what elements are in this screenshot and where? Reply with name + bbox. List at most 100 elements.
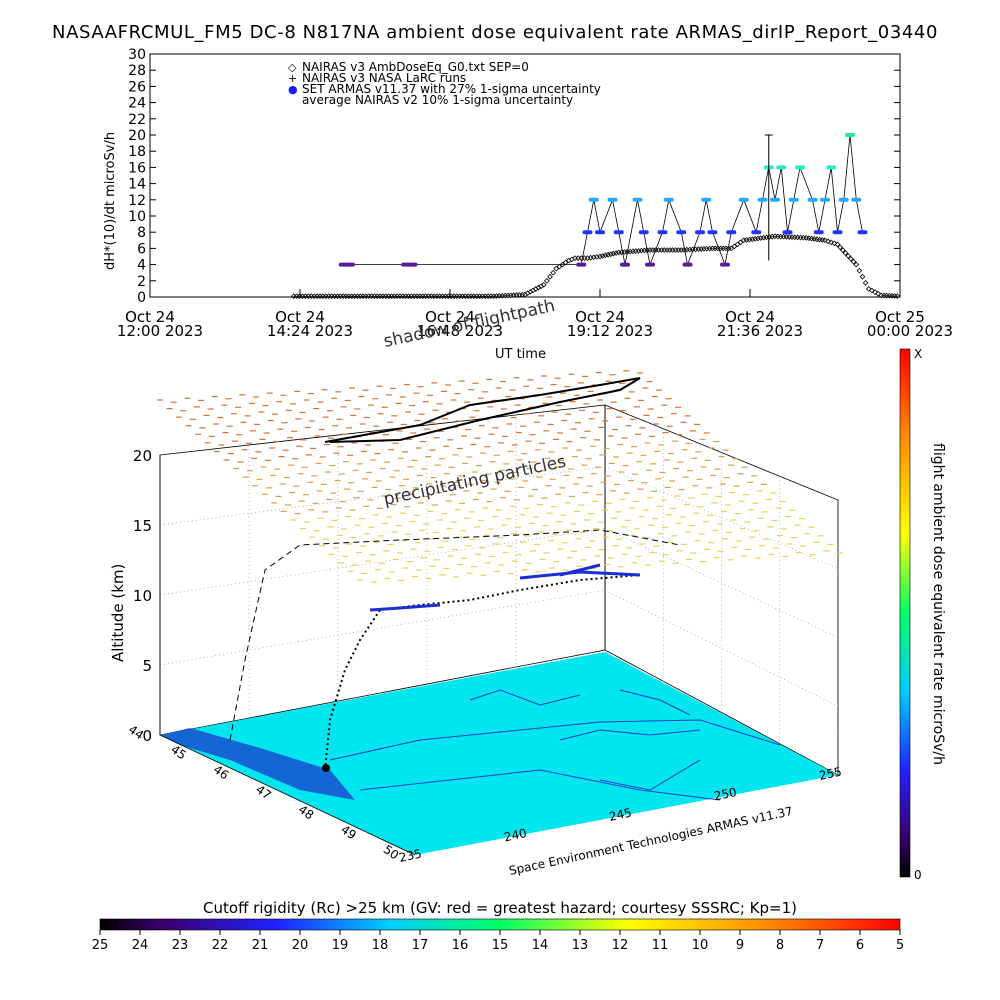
precipitating-particles <box>157 370 843 583</box>
armas-point <box>707 230 718 235</box>
altitude-tick-label: 5 <box>142 657 152 675</box>
x-tick-time: 21:36 2023 <box>717 322 803 340</box>
armas-point <box>613 230 624 235</box>
armas-point <box>345 262 355 267</box>
armas-point <box>738 197 749 202</box>
rigidity-tick-label: 18 <box>372 938 389 953</box>
rigidity-tick-label: 15 <box>492 938 509 953</box>
nairas-point <box>540 282 547 288</box>
y-tick-label: 22 <box>128 112 146 128</box>
altitude-axis-label: Altitude (km) <box>109 564 127 662</box>
armas-point <box>820 197 830 202</box>
altitude-tick-label: 10 <box>133 587 152 605</box>
nairas-point <box>305 293 312 300</box>
nairas-point <box>377 293 383 300</box>
grid-line <box>159 589 606 666</box>
y-tick-label: 28 <box>128 63 146 79</box>
series-nairas-v3 <box>290 233 901 300</box>
nairas-point <box>346 293 352 300</box>
rigidity-tick-label: 14 <box>532 938 549 953</box>
nairas-point <box>363 293 369 300</box>
rigidity-tick-label: 13 <box>572 938 589 953</box>
armas-point <box>782 230 793 235</box>
armas-point <box>695 230 705 235</box>
y-tick-label: 16 <box>128 160 146 176</box>
nairas-point <box>374 293 381 300</box>
nairas-point <box>465 293 472 300</box>
nairas-point <box>365 293 372 300</box>
nairas-point <box>296 293 303 300</box>
altitude-axis: 0 5 10 15 20 <box>133 447 152 745</box>
nairas-point <box>462 293 469 300</box>
annotation-shadow: shadow of flightpath <box>382 296 557 352</box>
nairas-point <box>468 293 474 300</box>
rigidity-tick-label: 8 <box>776 938 784 953</box>
x-tick-time: 14:24 2023 <box>267 322 353 340</box>
x-tick-day: Oct 24 <box>125 308 175 326</box>
armas-point <box>726 230 737 235</box>
rigidity-tick-label: 5 <box>896 938 904 953</box>
nairas-point <box>323 293 329 300</box>
legend-label: average NAIRAS v2 10% 1-sigma uncertaint… <box>302 93 573 107</box>
nairas-point <box>394 293 400 300</box>
nairas-point <box>448 293 454 300</box>
nairas-point <box>672 247 679 253</box>
nairas-point <box>572 255 578 261</box>
longitude-axis: 235 240 245 250 255 <box>398 764 843 864</box>
rigidity-tick-label: 6 <box>856 938 864 953</box>
armas-point <box>813 230 824 235</box>
nairas-point <box>411 293 418 300</box>
nairas-point <box>317 293 323 300</box>
y-tick-label: 0 <box>137 290 146 306</box>
rigidity-tick-label: 21 <box>252 938 269 953</box>
nairas-point <box>439 293 446 300</box>
nairas-point <box>293 293 300 300</box>
legend-symbol: ◇ <box>288 61 297 74</box>
x-tick-time: 00:00 2023 <box>867 322 953 340</box>
floor-features <box>329 689 781 801</box>
y-tick-label: 14 <box>128 177 146 193</box>
nairas-point <box>842 250 849 256</box>
legend-label: NAIRAS v3 AmbDoseEq_G0.txt SEP=0 <box>302 60 529 74</box>
armas-point <box>845 133 855 137</box>
armas-point <box>701 197 712 202</box>
y-tick-label: 12 <box>128 193 146 209</box>
nairas-point <box>575 255 581 261</box>
rigidity-tick-label: 22 <box>212 938 229 953</box>
nairas-point <box>308 293 315 300</box>
dose-colorbar-bottom: 0 <box>914 868 922 882</box>
armas-point <box>645 262 655 267</box>
nairas-point <box>728 245 735 252</box>
nairas-point <box>422 293 429 300</box>
x-tick-day: Oct 24 <box>275 308 325 326</box>
flight-origin-marker <box>322 764 330 772</box>
page-title: NASAAFRCMUL_FM5 DC-8 N817NA ambient dose… <box>52 22 939 43</box>
nairas-point <box>650 247 656 253</box>
armas-point <box>757 197 768 202</box>
nairas-point <box>550 269 556 276</box>
nairas-point <box>553 265 560 272</box>
nairas-point <box>837 244 844 251</box>
y-tick-label: 24 <box>128 96 146 112</box>
rigidity-tick-label: 12 <box>612 938 629 953</box>
cutoff-rigidity-colorbar: Cutoff rigidity (Rc) >25 km (GV: red = g… <box>92 899 904 953</box>
nairas-point <box>328 293 335 300</box>
nairas-point <box>348 293 355 300</box>
rigidity-tick-label: 11 <box>652 938 669 953</box>
y-tick-label: 10 <box>128 209 146 225</box>
nairas-point <box>459 293 466 300</box>
series-armas <box>338 133 868 267</box>
nairas-point <box>547 273 553 280</box>
nairas-point <box>872 289 878 295</box>
nairas-point <box>325 293 332 300</box>
nairas-point <box>354 293 361 300</box>
map-floor <box>160 652 838 855</box>
y-tick-label: 20 <box>128 128 146 144</box>
floor-feature <box>359 769 721 801</box>
nairas-point <box>351 293 358 300</box>
x-tick-time: 12:00 2023 <box>117 322 203 340</box>
nairas-point <box>425 293 432 300</box>
